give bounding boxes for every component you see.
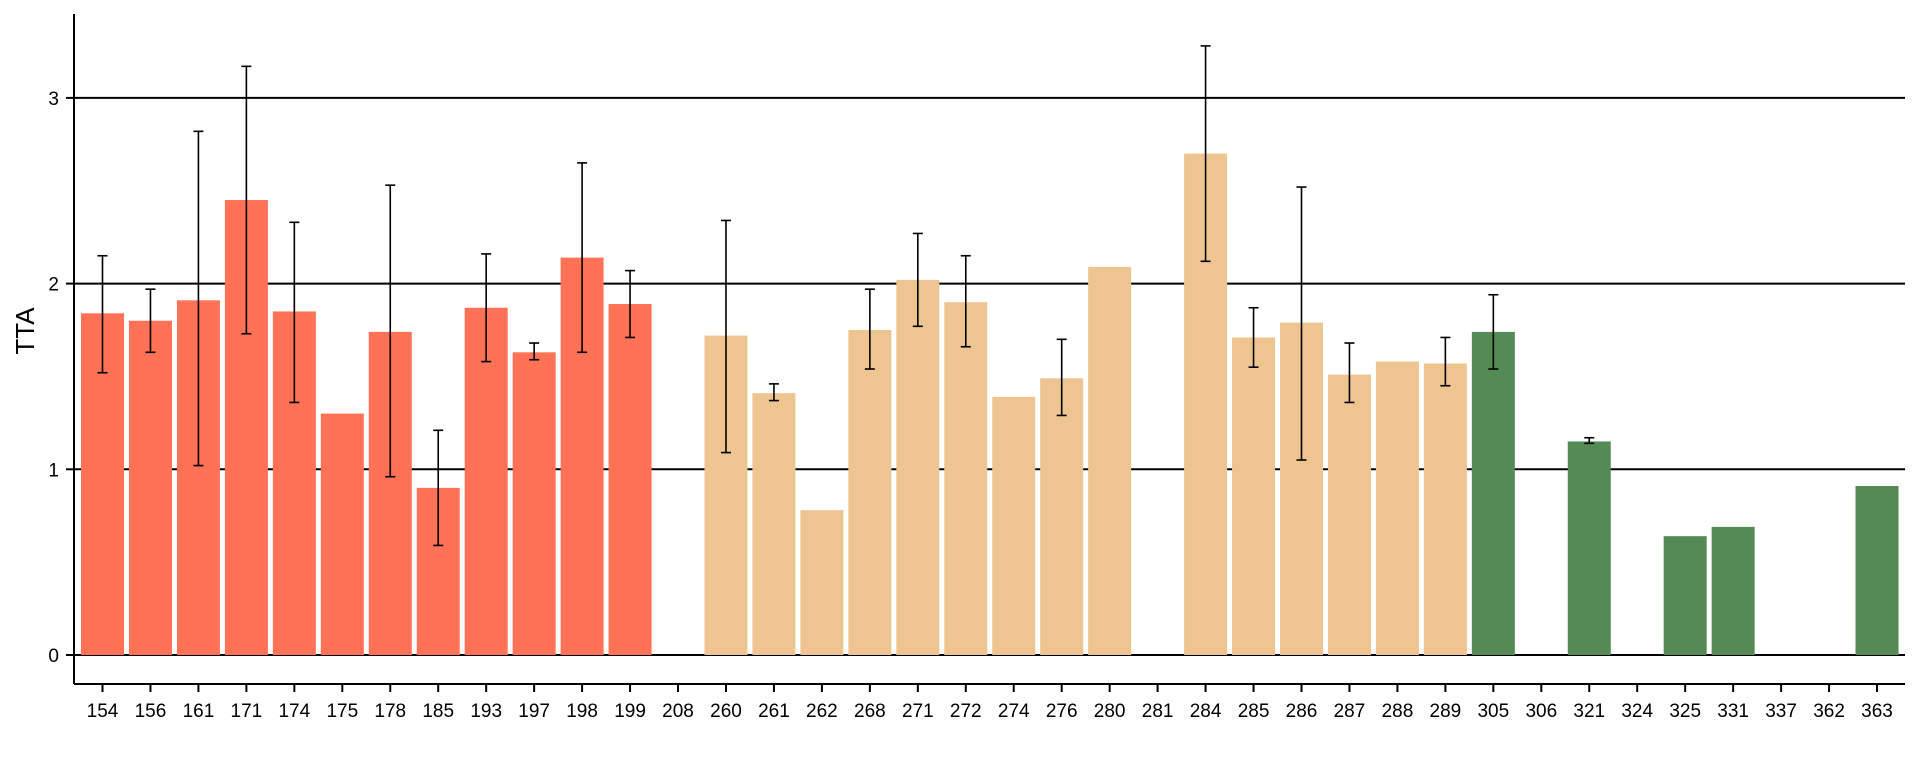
- x-ticks: 154 156 161 171 174 175 178 185 193 197 198 199 208 2…: [87, 684, 1893, 722]
- y-tick-label: 1: [48, 460, 59, 481]
- x-tick-label-262: 262: [806, 701, 838, 722]
- bar-325: [1663, 536, 1707, 655]
- x-tick-label-175: 175: [326, 701, 358, 722]
- x-tick-label-321: 321: [1573, 701, 1605, 722]
- x-tick-label-281: 281: [1142, 701, 1174, 722]
- x-tick-label-174: 174: [278, 701, 310, 722]
- error-bar-286: [1296, 186, 1307, 461]
- bar-276: [1040, 378, 1084, 655]
- x-tick-label-154: 154: [87, 701, 119, 722]
- x-tick-label-280: 280: [1094, 701, 1126, 722]
- bar-199: [608, 304, 652, 655]
- x-tick-label-305: 305: [1477, 701, 1509, 722]
- x-tick-label-363: 363: [1861, 701, 1893, 722]
- y-tick-label: 3: [48, 89, 59, 110]
- x-tick-label-271: 271: [902, 701, 934, 722]
- bar-321: [1567, 441, 1611, 655]
- x-tick-label-286: 286: [1286, 701, 1318, 722]
- x-tick-label-178: 178: [374, 701, 406, 722]
- x-tick-label-208: 208: [662, 701, 694, 722]
- bar-331: [1711, 526, 1755, 655]
- error-bars: [97, 45, 1595, 547]
- x-tick-label-324: 324: [1621, 701, 1653, 722]
- bar-262: [800, 510, 844, 655]
- error-bar-154: [97, 254, 108, 374]
- x-tick-label-260: 260: [710, 701, 742, 722]
- y-axis-title: TTA: [10, 307, 40, 355]
- error-bar-289: [1440, 336, 1451, 387]
- error-bar-197: [529, 342, 540, 361]
- error-bar-268: [864, 288, 875, 370]
- error-bar-174: [289, 221, 300, 404]
- x-tick-label-362: 362: [1813, 701, 1845, 722]
- bar-197: [512, 352, 556, 655]
- x-tick-label-306: 306: [1525, 701, 1557, 722]
- error-bar-305: [1488, 293, 1499, 370]
- x-tick-label-199: 199: [614, 701, 646, 722]
- x-tick-label-198: 198: [566, 701, 598, 722]
- bar-288: [1375, 361, 1419, 655]
- y-ticks: 0 1 2 3: [48, 89, 74, 667]
- y-tick-label: 2: [48, 275, 59, 296]
- x-tick-label-161: 161: [183, 701, 215, 722]
- axes: [73, 14, 1905, 685]
- x-tick-label-331: 331: [1717, 701, 1749, 722]
- x-tick-label-288: 288: [1382, 701, 1414, 722]
- error-bar-285: [1248, 306, 1259, 368]
- bar-280: [1088, 266, 1132, 655]
- error-bar-261: [768, 383, 779, 402]
- bars: [81, 153, 1899, 656]
- x-tick-label-156: 156: [135, 701, 167, 722]
- error-bar-178: [385, 184, 396, 478]
- x-tick-label-274: 274: [998, 701, 1030, 722]
- error-bar-198: [577, 162, 588, 354]
- bar-285: [1232, 337, 1276, 655]
- x-tick-label-272: 272: [950, 701, 982, 722]
- error-bar-156: [145, 288, 156, 354]
- bar-193: [464, 307, 508, 655]
- error-bar-271: [912, 232, 923, 328]
- error-bar-199: [625, 269, 636, 339]
- x-tick-label-285: 285: [1238, 701, 1270, 722]
- y-tick-label: 0: [48, 646, 59, 667]
- x-tick-label-185: 185: [422, 701, 454, 722]
- x-tick-label-276: 276: [1046, 701, 1078, 722]
- bar-289: [1423, 363, 1467, 655]
- x-tick-label-284: 284: [1190, 701, 1222, 722]
- error-bar-193: [481, 253, 492, 363]
- error-bar-171: [241, 65, 252, 335]
- error-bar-284: [1200, 45, 1211, 263]
- bar-175: [320, 413, 364, 655]
- bar-287: [1327, 374, 1371, 655]
- x-tick-label-193: 193: [470, 701, 502, 722]
- x-tick-label-325: 325: [1669, 701, 1701, 722]
- bar-305: [1471, 331, 1515, 655]
- error-bar-321: [1584, 436, 1595, 445]
- x-tick-label-261: 261: [758, 701, 790, 722]
- bar-271: [896, 279, 940, 655]
- x-tick-label-197: 197: [518, 701, 550, 722]
- error-bar-185: [433, 429, 444, 547]
- error-bar-276: [1056, 338, 1067, 417]
- x-tick-label-337: 337: [1765, 701, 1797, 722]
- bar-156: [128, 320, 172, 655]
- bar-261: [752, 393, 796, 655]
- bar-274: [992, 396, 1036, 655]
- error-bar-287: [1344, 342, 1355, 404]
- bar-363: [1855, 486, 1899, 655]
- x-tick-label-287: 287: [1334, 701, 1366, 722]
- bar-272: [944, 302, 988, 655]
- bar-268: [848, 330, 892, 655]
- error-bar-260: [720, 219, 731, 454]
- error-bar-161: [193, 130, 204, 467]
- x-tick-label-171: 171: [231, 701, 263, 722]
- error-bar-272: [960, 254, 971, 348]
- x-tick-label-289: 289: [1430, 701, 1462, 722]
- x-tick-label-268: 268: [854, 701, 886, 722]
